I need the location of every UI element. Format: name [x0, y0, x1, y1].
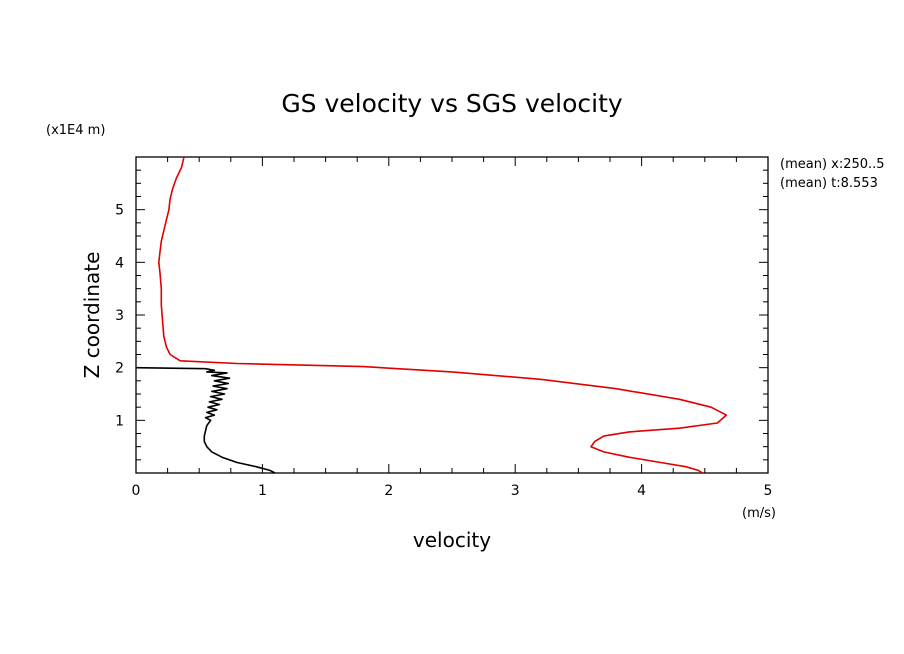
y-tick-label: 5	[115, 203, 124, 219]
x-tick-label: 2	[384, 483, 393, 499]
y-tick-label: 1	[115, 413, 124, 429]
y-tick-label: 3	[115, 308, 124, 324]
tick-labels: 0 1 2 3 4 5 1 2 3 4 5	[115, 203, 772, 499]
y-axis-label: Z coordinate	[80, 252, 104, 379]
y-tick-label: 4	[115, 255, 124, 271]
annotation-mean-x: (mean) x:250..5	[780, 157, 885, 172]
annotation-mean-t: (mean) t:8.553	[780, 176, 878, 191]
y-tick-label: 2	[115, 361, 124, 377]
x-tick-label: 4	[637, 483, 646, 499]
x-axis-label: velocity	[413, 528, 491, 552]
series-group	[135, 156, 728, 474]
series-line-2	[135, 366, 276, 474]
plot-frame	[135, 156, 769, 474]
x-tick-label: 3	[511, 483, 520, 499]
x-tick-label: 5	[764, 483, 773, 499]
chart-title: GS velocity vs SGS velocity	[281, 89, 623, 118]
axis-ticks	[135, 156, 769, 473]
y-unit-label: (x1E4 m)	[46, 123, 105, 138]
x-tick-label: 0	[132, 483, 141, 499]
x-tick-label: 1	[258, 483, 267, 499]
series-line-1	[158, 156, 728, 474]
x-unit-label: (m/s)	[742, 506, 776, 521]
